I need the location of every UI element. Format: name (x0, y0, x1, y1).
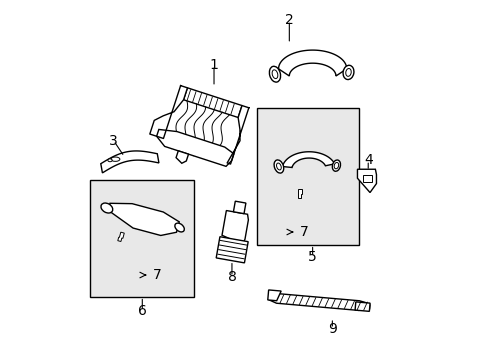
Ellipse shape (101, 203, 113, 213)
Ellipse shape (111, 157, 120, 161)
Polygon shape (278, 50, 346, 76)
Text: 4: 4 (363, 153, 372, 167)
Bar (183, 88, 242, 117)
Polygon shape (156, 130, 233, 166)
Ellipse shape (345, 68, 350, 76)
Polygon shape (267, 290, 281, 301)
Text: 7: 7 (300, 225, 308, 239)
Polygon shape (222, 211, 248, 244)
Polygon shape (227, 105, 248, 164)
Ellipse shape (108, 159, 112, 162)
Text: 9: 9 (327, 322, 336, 336)
Text: 2: 2 (285, 13, 293, 27)
Ellipse shape (276, 163, 281, 170)
Polygon shape (176, 151, 188, 163)
Text: 3: 3 (109, 134, 118, 148)
Polygon shape (216, 237, 248, 263)
Ellipse shape (333, 162, 338, 169)
Bar (257, 108, 359, 244)
Polygon shape (282, 152, 334, 167)
Bar (90, 180, 194, 297)
Polygon shape (118, 232, 124, 242)
Text: 6: 6 (138, 304, 146, 318)
Polygon shape (354, 302, 369, 311)
Ellipse shape (175, 223, 184, 232)
Ellipse shape (343, 65, 353, 80)
Text: 7: 7 (153, 268, 162, 282)
Text: 1: 1 (209, 58, 218, 72)
Ellipse shape (269, 66, 280, 82)
Text: 5: 5 (307, 250, 316, 264)
Polygon shape (101, 151, 159, 173)
Polygon shape (108, 203, 179, 235)
Polygon shape (269, 293, 369, 310)
Ellipse shape (272, 70, 277, 78)
Text: 8: 8 (227, 270, 236, 284)
Polygon shape (297, 189, 301, 198)
Bar (362, 175, 371, 182)
Polygon shape (149, 86, 187, 139)
Ellipse shape (274, 160, 283, 173)
Polygon shape (357, 169, 376, 193)
Ellipse shape (332, 160, 340, 171)
Polygon shape (233, 201, 245, 213)
